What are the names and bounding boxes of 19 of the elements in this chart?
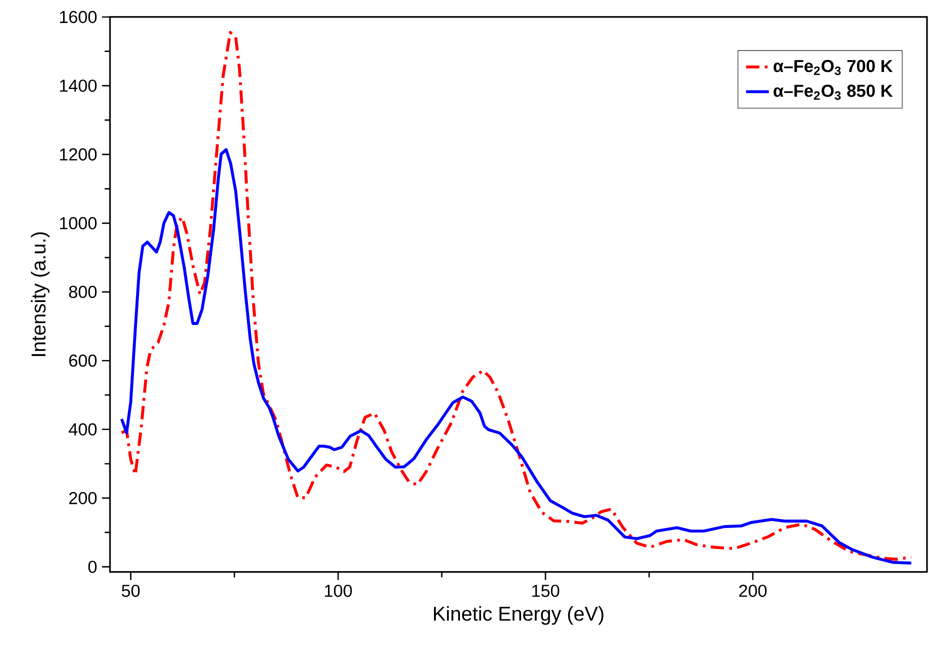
x-tick-label: 150 bbox=[532, 584, 560, 597]
legend-label: α–Fe$_{2}$O$_{3}$ 850 K bbox=[774, 84, 893, 100]
y-tick-label: 1400 bbox=[60, 80, 97, 92]
y-tick-label: 400 bbox=[68, 423, 97, 436]
y-tick-label: 1600 bbox=[60, 10, 97, 24]
line-series bbox=[120, 30, 913, 561]
y-tick-label: 800 bbox=[69, 286, 97, 298]
y-tick-label: 1000 bbox=[60, 217, 97, 230]
x-tick-label: 200 bbox=[739, 584, 767, 597]
x-tick-label: 100 bbox=[324, 584, 352, 597]
x-axis-title: Kinetic Energy (eV) bbox=[434, 606, 604, 625]
y-tick-label: 0 bbox=[88, 560, 97, 573]
y-axis-title: Intensity (a.u.) bbox=[30, 232, 50, 356]
x-tick-label: 50 bbox=[122, 584, 140, 597]
y-tick-label: 1200 bbox=[60, 148, 97, 161]
legend-label: α–Fe$_{2}$O$_{3}$ 700 K bbox=[774, 60, 893, 76]
y-tick-label: 600 bbox=[69, 354, 97, 367]
y-tick-label: 200 bbox=[69, 492, 97, 504]
line-series bbox=[120, 148, 913, 565]
